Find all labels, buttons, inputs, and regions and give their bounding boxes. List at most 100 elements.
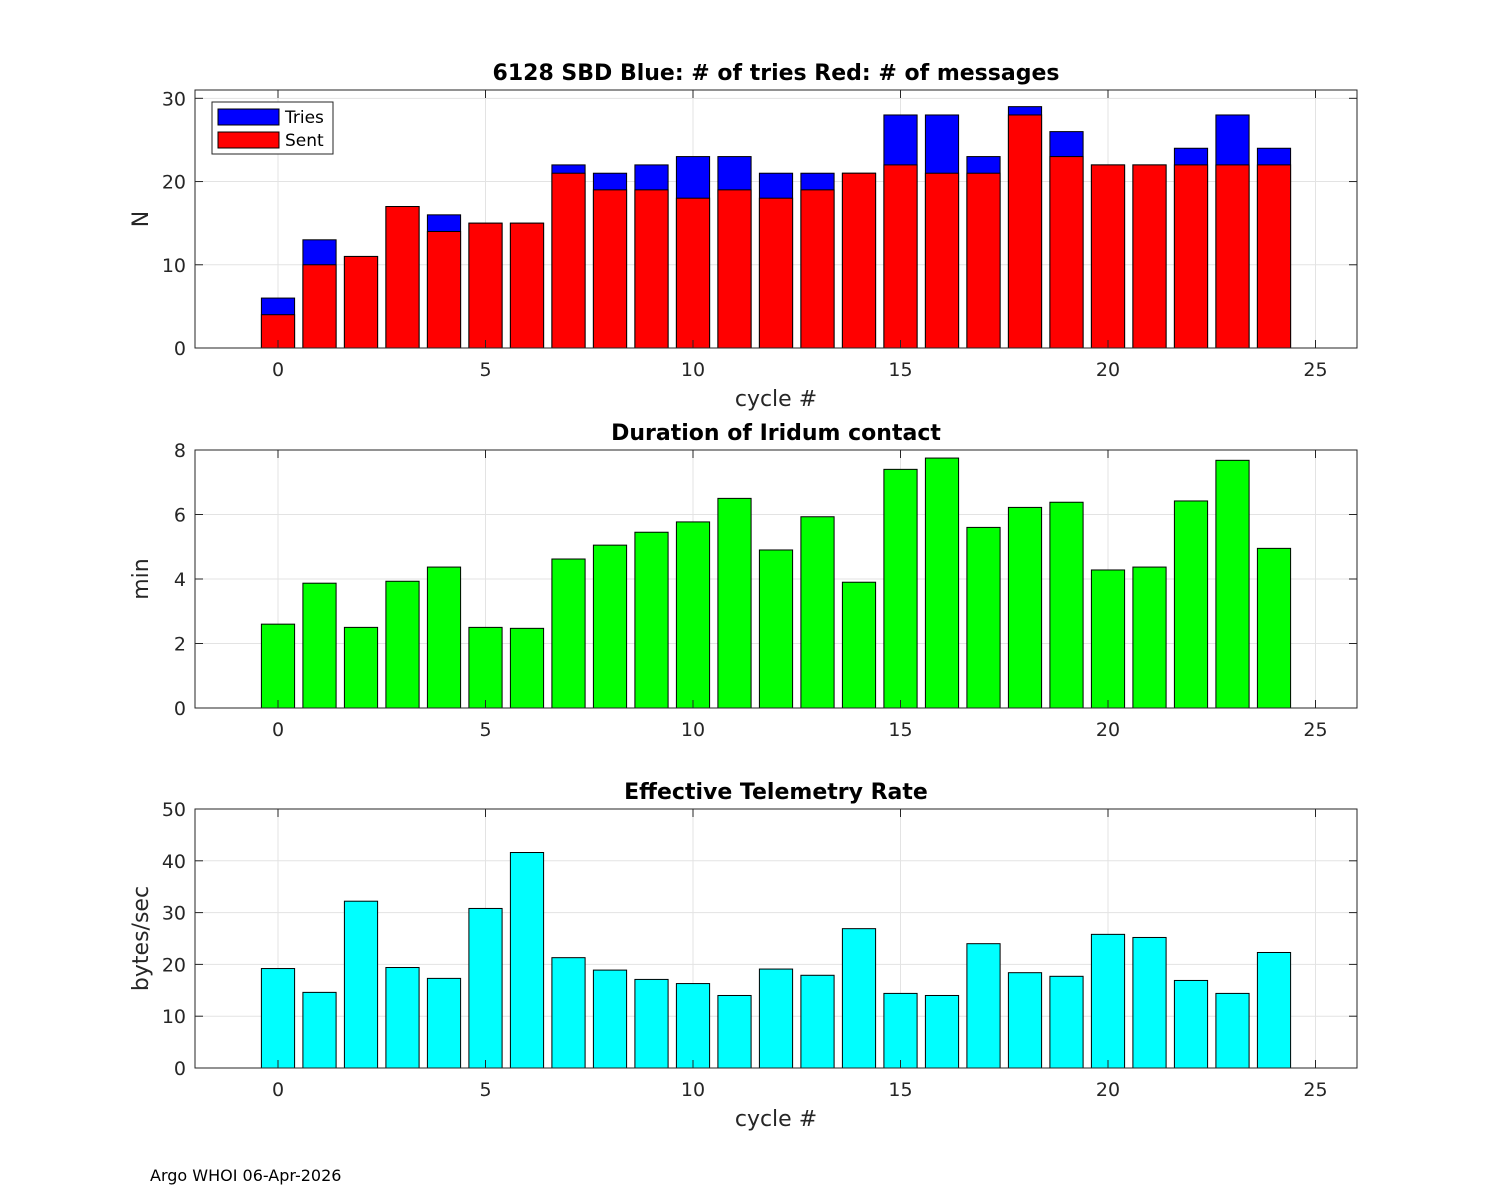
- bar-sent: [1256, 164, 1292, 349]
- x-tick-label: 25: [1303, 359, 1327, 381]
- bar-rate: [717, 994, 752, 1069]
- bar-duration: [1173, 500, 1209, 709]
- y-tick-label: 10: [162, 255, 186, 277]
- legend-swatch-sent: [217, 131, 280, 149]
- bar-rate: [468, 907, 503, 1069]
- bar-duration: [1132, 566, 1167, 709]
- x-tick-label: 20: [1096, 719, 1120, 741]
- y-tick-label: 30: [162, 903, 186, 925]
- footer-text: Argo WHOI 06-Apr-2026: [150, 1166, 342, 1185]
- bar-duration: [758, 549, 794, 709]
- bar-rate: [302, 991, 337, 1069]
- x-tick-label: 10: [681, 1079, 705, 1101]
- bar-sent: [675, 197, 711, 349]
- bar-rate: [592, 969, 628, 1069]
- bar-rate: [924, 994, 960, 1069]
- legend-label-tries: Tries: [284, 108, 324, 128]
- chart-panel-2: 0 5 10 15 20 25 0 2 4 6 8 Duration of Iridum contac…: [129, 421, 1358, 741]
- bar-rate: [1256, 951, 1292, 1069]
- bar-duration: [634, 531, 669, 709]
- bar-duration: [1215, 459, 1250, 709]
- x-tick-label: 0: [272, 1079, 284, 1101]
- bar-sent: [385, 206, 420, 349]
- bar-sent: [634, 189, 669, 349]
- legend-label-sent: Sent: [285, 131, 324, 151]
- legend: Tries Sent: [211, 101, 334, 155]
- y-tick-label: 40: [162, 851, 186, 873]
- x-tick-label: 25: [1303, 719, 1327, 741]
- bar-duration: [1007, 506, 1043, 709]
- x-tick-label: 5: [479, 359, 491, 381]
- bar-rate: [1215, 992, 1250, 1069]
- bar-sent: [883, 164, 918, 349]
- x-tick-label: 15: [888, 719, 912, 741]
- axes-frame: [194, 808, 1358, 1069]
- bar-duration: [551, 558, 586, 709]
- y-axis-label: min: [129, 558, 154, 600]
- bar-sent: [468, 222, 503, 349]
- bar-duration: [966, 526, 1001, 709]
- y-tick-label: 0: [174, 698, 186, 720]
- chart-title: 6128 SBD Blue: # of tries Red: # of mess…: [493, 61, 1060, 86]
- bar-duration: [302, 582, 337, 709]
- bar-duration: [717, 497, 752, 709]
- bar-sent: [758, 197, 794, 349]
- bar-sent: [426, 230, 462, 349]
- bar-rate: [426, 977, 462, 1069]
- bar-sent: [1090, 164, 1126, 349]
- chart-panel-3: 0 5 10 15 20 25 0 10 20 30 40 50 Effective Telemetry…: [129, 780, 1358, 1132]
- bar-sent: [800, 189, 835, 349]
- bar-rate: [1132, 936, 1167, 1069]
- bar-rate: [1090, 933, 1126, 1069]
- x-tick-label: 20: [1096, 359, 1120, 381]
- bar-sent: [592, 189, 628, 349]
- bar-rate: [551, 957, 586, 1069]
- y-axis-label: bytes/sec: [129, 886, 154, 991]
- bar-sent: [1215, 164, 1250, 349]
- bar-duration: [800, 516, 835, 709]
- y-tick-label: 50: [162, 799, 186, 821]
- bar-rate: [675, 983, 711, 1069]
- bar-duration: [1090, 569, 1126, 709]
- bar-rate: [883, 992, 918, 1069]
- bar-duration: [260, 623, 296, 709]
- x-tick-label: 15: [888, 359, 912, 381]
- y-axis-label: N: [129, 211, 154, 227]
- x-tick-label: 0: [272, 359, 284, 381]
- bar-duration: [924, 457, 960, 709]
- y-tick-label: 0: [174, 338, 186, 360]
- bar-sent: [1007, 114, 1043, 349]
- x-axis-label: cycle #: [735, 387, 817, 412]
- bar-sent: [966, 172, 1001, 349]
- bar-duration: [675, 521, 711, 709]
- x-tick-label: 10: [681, 719, 705, 741]
- bar-sent: [509, 222, 545, 349]
- y-tick-label: 2: [174, 634, 186, 656]
- bar-duration: [509, 627, 545, 709]
- legend-swatch-tries: [217, 108, 280, 126]
- bar-sent: [841, 172, 877, 349]
- y-tick-label: 6: [174, 505, 186, 527]
- y-tick-label: 20: [162, 954, 186, 976]
- bar-duration: [343, 626, 379, 709]
- y-tick-label: 8: [174, 440, 186, 462]
- x-tick-label: 5: [479, 1079, 491, 1101]
- bar-rate: [634, 978, 669, 1069]
- bar-sent: [924, 172, 960, 349]
- x-tick-label: 25: [1303, 1079, 1327, 1101]
- bar-rate: [343, 900, 379, 1069]
- x-tick-label: 10: [681, 359, 705, 381]
- bar-duration: [426, 566, 462, 709]
- bar-rate: [758, 968, 794, 1069]
- bar-rate: [260, 968, 296, 1069]
- bar-duration: [592, 544, 628, 709]
- bar-sent: [717, 189, 752, 349]
- bar-sent: [302, 264, 337, 349]
- bar-duration: [468, 626, 503, 709]
- bar-rate: [1173, 979, 1209, 1069]
- bar-sent: [1173, 164, 1209, 349]
- axes-frame: [194, 89, 1358, 349]
- y-tick-label: 30: [162, 88, 186, 110]
- chart-panel-1: 0 5 10 15 20 25 0 10 20 30 6128 SBD Blue: # of tri…: [129, 61, 1358, 412]
